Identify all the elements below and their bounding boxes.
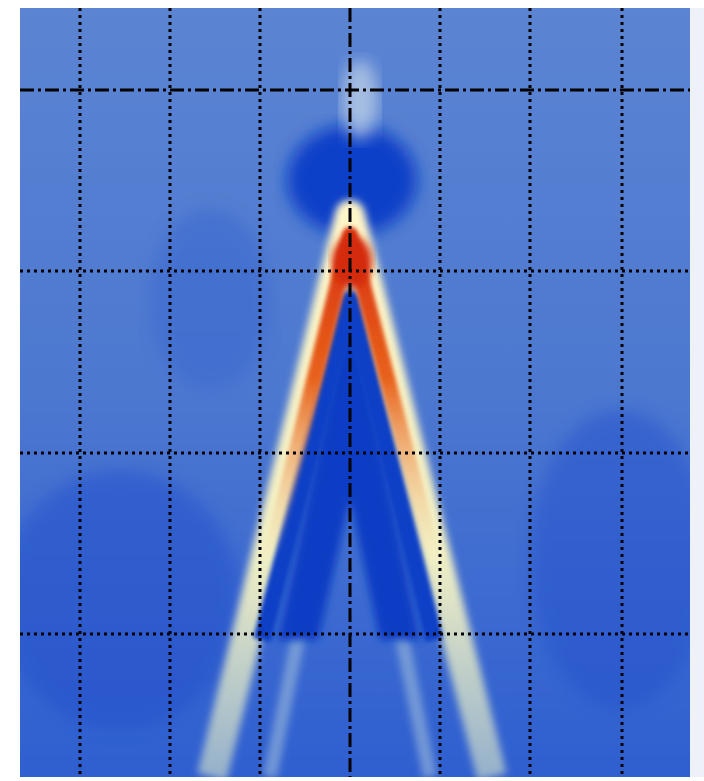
edge-strip xyxy=(690,8,704,777)
figure xyxy=(0,0,704,777)
heatmap xyxy=(0,8,704,777)
page xyxy=(0,0,704,777)
